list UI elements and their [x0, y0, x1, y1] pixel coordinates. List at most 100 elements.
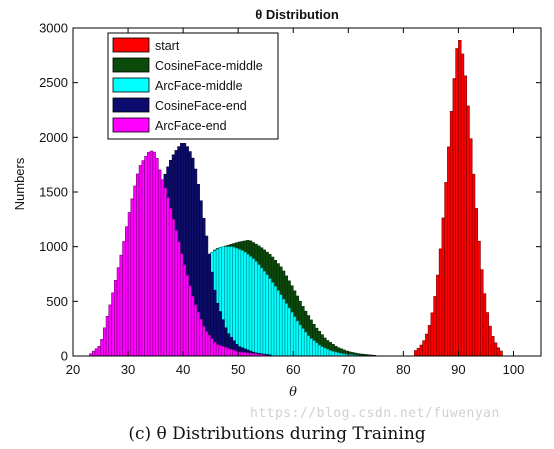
bar	[169, 208, 173, 357]
bar	[180, 253, 184, 357]
bar	[312, 340, 316, 357]
bar	[119, 254, 123, 357]
chart-title: θ Distribution	[255, 7, 339, 22]
bar	[125, 226, 129, 357]
bar	[452, 78, 456, 357]
bar	[298, 324, 302, 357]
legend-label: CosineFace-middle	[155, 59, 263, 73]
bar	[265, 274, 269, 357]
bar	[182, 264, 187, 357]
bar	[425, 333, 429, 357]
bar	[449, 111, 454, 357]
bar	[122, 241, 126, 357]
bar	[334, 351, 338, 357]
bar	[427, 325, 432, 357]
bar	[317, 344, 322, 357]
bar	[422, 340, 426, 357]
bar	[331, 351, 335, 357]
bar	[191, 295, 195, 357]
bar	[177, 241, 181, 357]
legend-swatch	[112, 57, 150, 73]
bar	[111, 292, 115, 357]
series-start	[414, 39, 503, 357]
bar	[141, 160, 145, 357]
bar	[240, 250, 244, 357]
bar	[243, 352, 247, 357]
bar	[163, 187, 167, 357]
bar	[441, 217, 445, 357]
bar	[301, 328, 305, 357]
bar	[279, 294, 283, 357]
bar	[218, 345, 222, 357]
bar	[248, 256, 253, 357]
bar	[306, 335, 311, 357]
bar	[100, 339, 104, 357]
bar	[314, 342, 319, 357]
legend-label: ArcFace-end	[155, 119, 227, 133]
bar	[303, 331, 308, 357]
y-tick-label: 2500	[39, 75, 68, 90]
x-axis-label: θ	[289, 385, 297, 400]
bar	[262, 270, 267, 357]
bar	[320, 346, 324, 357]
bar	[199, 318, 203, 357]
bar	[251, 258, 255, 357]
bar	[281, 298, 286, 357]
bar	[295, 320, 300, 357]
bar	[485, 312, 489, 357]
bar	[471, 173, 476, 357]
bar	[447, 146, 451, 357]
bar	[254, 261, 258, 357]
bar	[414, 350, 418, 357]
bar	[482, 293, 487, 357]
bar	[290, 311, 294, 357]
bar	[328, 350, 333, 357]
bar	[213, 341, 217, 357]
bar	[240, 351, 244, 357]
bar	[499, 350, 503, 357]
chart: 20 30 40 50 60 70 80 90 100050010001500200025003…	[12, 7, 542, 400]
x-tick-label: 20	[66, 362, 80, 377]
bar	[430, 312, 434, 357]
x-tick-label: 100	[503, 362, 525, 377]
bar	[460, 53, 465, 357]
bar	[488, 325, 492, 357]
bar	[147, 152, 151, 357]
bar	[259, 267, 264, 357]
bar	[149, 150, 154, 357]
bar	[270, 282, 275, 357]
y-tick-label: 0	[61, 349, 68, 364]
bar	[493, 342, 498, 357]
y-axis-label: Numbers	[12, 157, 27, 210]
x-tick-label: 40	[176, 362, 190, 377]
bar	[419, 344, 423, 357]
bar	[155, 158, 159, 357]
bar	[116, 267, 121, 357]
bar	[210, 338, 214, 357]
bar	[325, 348, 330, 357]
bar	[224, 347, 228, 357]
legend: start CosineFace-middle ArcFace-middle Cosi…	[107, 32, 279, 140]
bar	[193, 304, 198, 357]
watermark: https://blog.csdn.net/fuwenyan	[250, 406, 500, 421]
bar	[160, 179, 165, 357]
bar	[202, 325, 206, 357]
bar	[108, 304, 112, 357]
x-tick-label: 80	[396, 362, 410, 377]
x-tick-label: 70	[341, 362, 355, 377]
bar	[174, 229, 178, 357]
bar	[226, 347, 231, 357]
bar	[323, 347, 327, 357]
y-tick-label: 1500	[39, 185, 68, 200]
bar	[97, 345, 101, 357]
bar	[127, 212, 132, 357]
bar	[133, 185, 137, 357]
bar	[276, 290, 280, 357]
bar	[113, 279, 118, 357]
bar	[474, 208, 478, 357]
bar	[232, 246, 236, 357]
bar	[207, 334, 211, 357]
bar	[284, 303, 289, 357]
bar	[246, 254, 250, 357]
bar	[273, 285, 278, 357]
